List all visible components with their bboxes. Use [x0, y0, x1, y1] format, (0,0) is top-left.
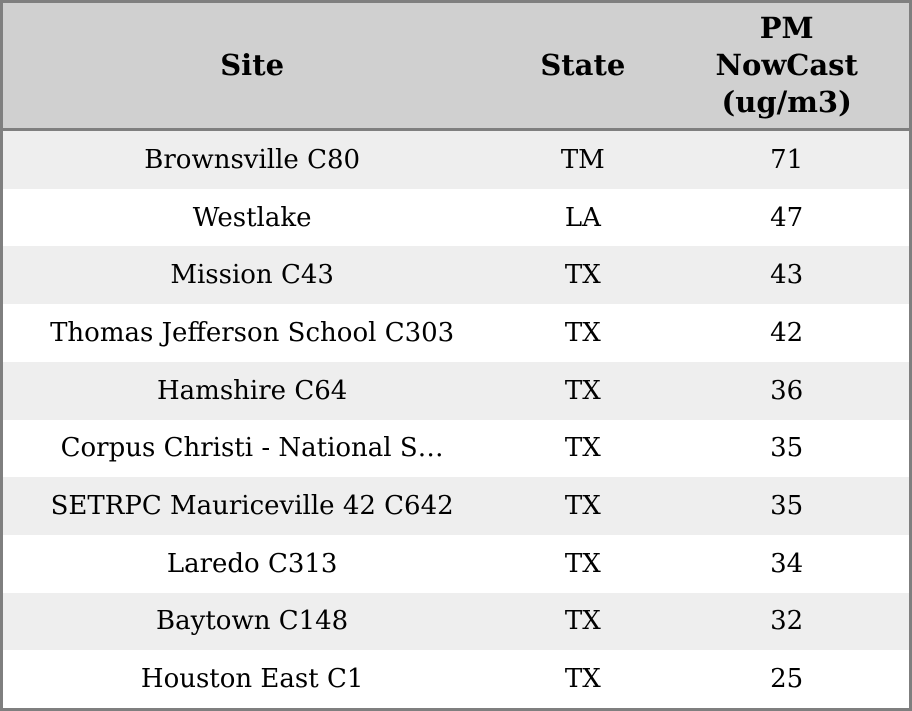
site-cell: Laredo C313	[166, 548, 338, 579]
pm-nowcast-cell: 35	[770, 433, 804, 464]
table-row: Thomas Jefferson School C303 TX 42	[3, 304, 909, 362]
site-cell: SETRPC Mauriceville 42 C642	[50, 491, 454, 522]
site-cell: Corpus Christi - National S…	[60, 433, 444, 464]
table-row: Baytown C148 TX 32	[3, 592, 909, 651]
table-row: Houston East C1 TX 25	[3, 650, 909, 708]
pm-nowcast-cell: 42	[770, 317, 804, 348]
state-cell: TX	[564, 548, 601, 579]
table-row: Brownsville C80 TM 71	[3, 131, 909, 189]
state-cell: TX	[564, 375, 601, 406]
table-row: Mission C43 TX 43	[3, 246, 909, 305]
pm-nowcast-cell: 43	[770, 260, 804, 291]
site-cell: Brownsville C80	[144, 144, 361, 175]
column-header-site[interactable]: Site	[220, 48, 285, 83]
table-header-row: Site State PM NowCast (ug/m3)	[3, 3, 909, 131]
pm-nowcast-cell: 32	[770, 606, 804, 637]
column-header-state[interactable]: State	[540, 48, 626, 83]
pm-nowcast-cell: 35	[770, 491, 804, 522]
site-cell: Hamshire C64	[157, 375, 348, 406]
site-cell: Westlake	[192, 202, 312, 233]
pm-nowcast-cell: 71	[770, 144, 804, 175]
table-body: Brownsville C80 TM 71 Westlake LA 47 Mis…	[3, 131, 909, 708]
pm-nowcast-cell: 34	[770, 548, 804, 579]
table-row: Westlake LA 47	[3, 188, 909, 247]
state-cell: TM	[560, 144, 605, 175]
site-cell: Houston East C1	[140, 664, 364, 695]
state-cell: TX	[564, 664, 601, 695]
column-header-pm-nowcast[interactable]: PM NowCast (ug/m3)	[715, 11, 858, 119]
table-row: Corpus Christi - National S… TX 35	[3, 419, 909, 478]
site-cell: Mission C43	[170, 260, 334, 291]
pm-nowcast-cell: 47	[770, 202, 804, 233]
table-row: Laredo C313 TX 34	[3, 534, 909, 593]
state-cell: TX	[564, 260, 601, 291]
site-cell: Thomas Jefferson School C303	[50, 317, 455, 348]
state-cell: TX	[564, 606, 601, 637]
state-cell: LA	[564, 202, 601, 233]
pm-nowcast-cell: 36	[770, 375, 804, 406]
table-row: SETRPC Mauriceville 42 C642 TX 35	[3, 477, 909, 535]
site-cell: Baytown C148	[156, 606, 349, 637]
state-cell: TX	[564, 491, 601, 522]
table-row: Hamshire C64 TX 36	[3, 361, 909, 420]
pm-nowcast-cell: 25	[770, 664, 804, 695]
state-cell: TX	[564, 317, 601, 348]
state-cell: TX	[564, 433, 601, 464]
